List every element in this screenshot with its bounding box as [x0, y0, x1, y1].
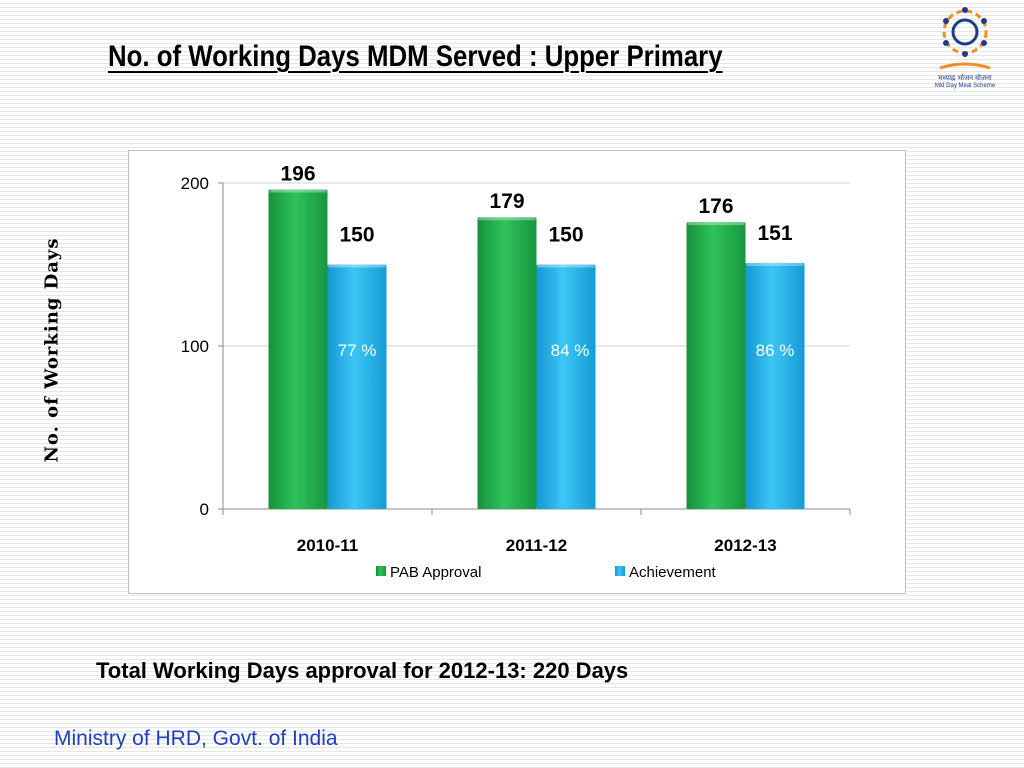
- data-label: 179: [489, 190, 524, 213]
- bar-highlight: [746, 262, 804, 266]
- data-label: 176: [698, 195, 733, 218]
- legend-label: PAB Approval: [390, 564, 481, 581]
- bar-highlight: [687, 222, 745, 226]
- bar-achievement: [536, 264, 596, 509]
- x-tick-label: 2011-12: [506, 536, 567, 555]
- footer-ministry: Ministry of HRD, Govt. of India: [54, 727, 338, 750]
- bar-highlight: [328, 264, 386, 268]
- data-label: 150: [548, 224, 583, 247]
- data-label: 150: [339, 224, 374, 247]
- bar-highlight: [478, 217, 536, 221]
- logo-caption-hindi: मध्याह्न भोजन योजना: [938, 75, 992, 82]
- bar-achievement: [745, 262, 805, 509]
- y-axis-label: No. of Working Days: [41, 237, 63, 463]
- bar-pab-approval: [268, 189, 328, 509]
- legend-label: Achievement: [629, 564, 717, 581]
- y-tick-label: 100: [181, 337, 209, 356]
- logo-caption: Mid Day Meal Scheme: [934, 83, 996, 89]
- data-label: 151: [757, 222, 792, 245]
- y-tick-label: 200: [181, 174, 209, 193]
- bar-highlight: [537, 264, 595, 268]
- data-label: 196: [280, 163, 315, 186]
- bar-achievement: [327, 264, 387, 509]
- achievement-percent-label: 84 %: [551, 341, 590, 360]
- legend-swatch: [615, 566, 625, 576]
- y-tick-label: 0: [200, 500, 209, 519]
- achievement-percent-label: 77 %: [338, 341, 377, 360]
- bar-pab-approval: [686, 222, 746, 509]
- bar-highlight: [269, 189, 327, 193]
- x-tick-label: 2012-13: [714, 536, 776, 555]
- achievement-percent-label: 86 %: [756, 341, 795, 360]
- legend-swatch: [376, 566, 386, 576]
- mid-day-meal-logo: [939, 7, 991, 70]
- bar-chart: 0 100 200 196 150 77 % 2010-11 179 150 84 % 2011-1…: [181, 163, 851, 581]
- bar-pab-approval: [477, 217, 537, 509]
- total-working-days-note: Total Working Days approval for 2012-13:…: [96, 658, 629, 683]
- x-tick-label: 2010-11: [297, 536, 358, 555]
- slide-title: No. of Working Days MDM Served : Upper P…: [108, 40, 723, 73]
